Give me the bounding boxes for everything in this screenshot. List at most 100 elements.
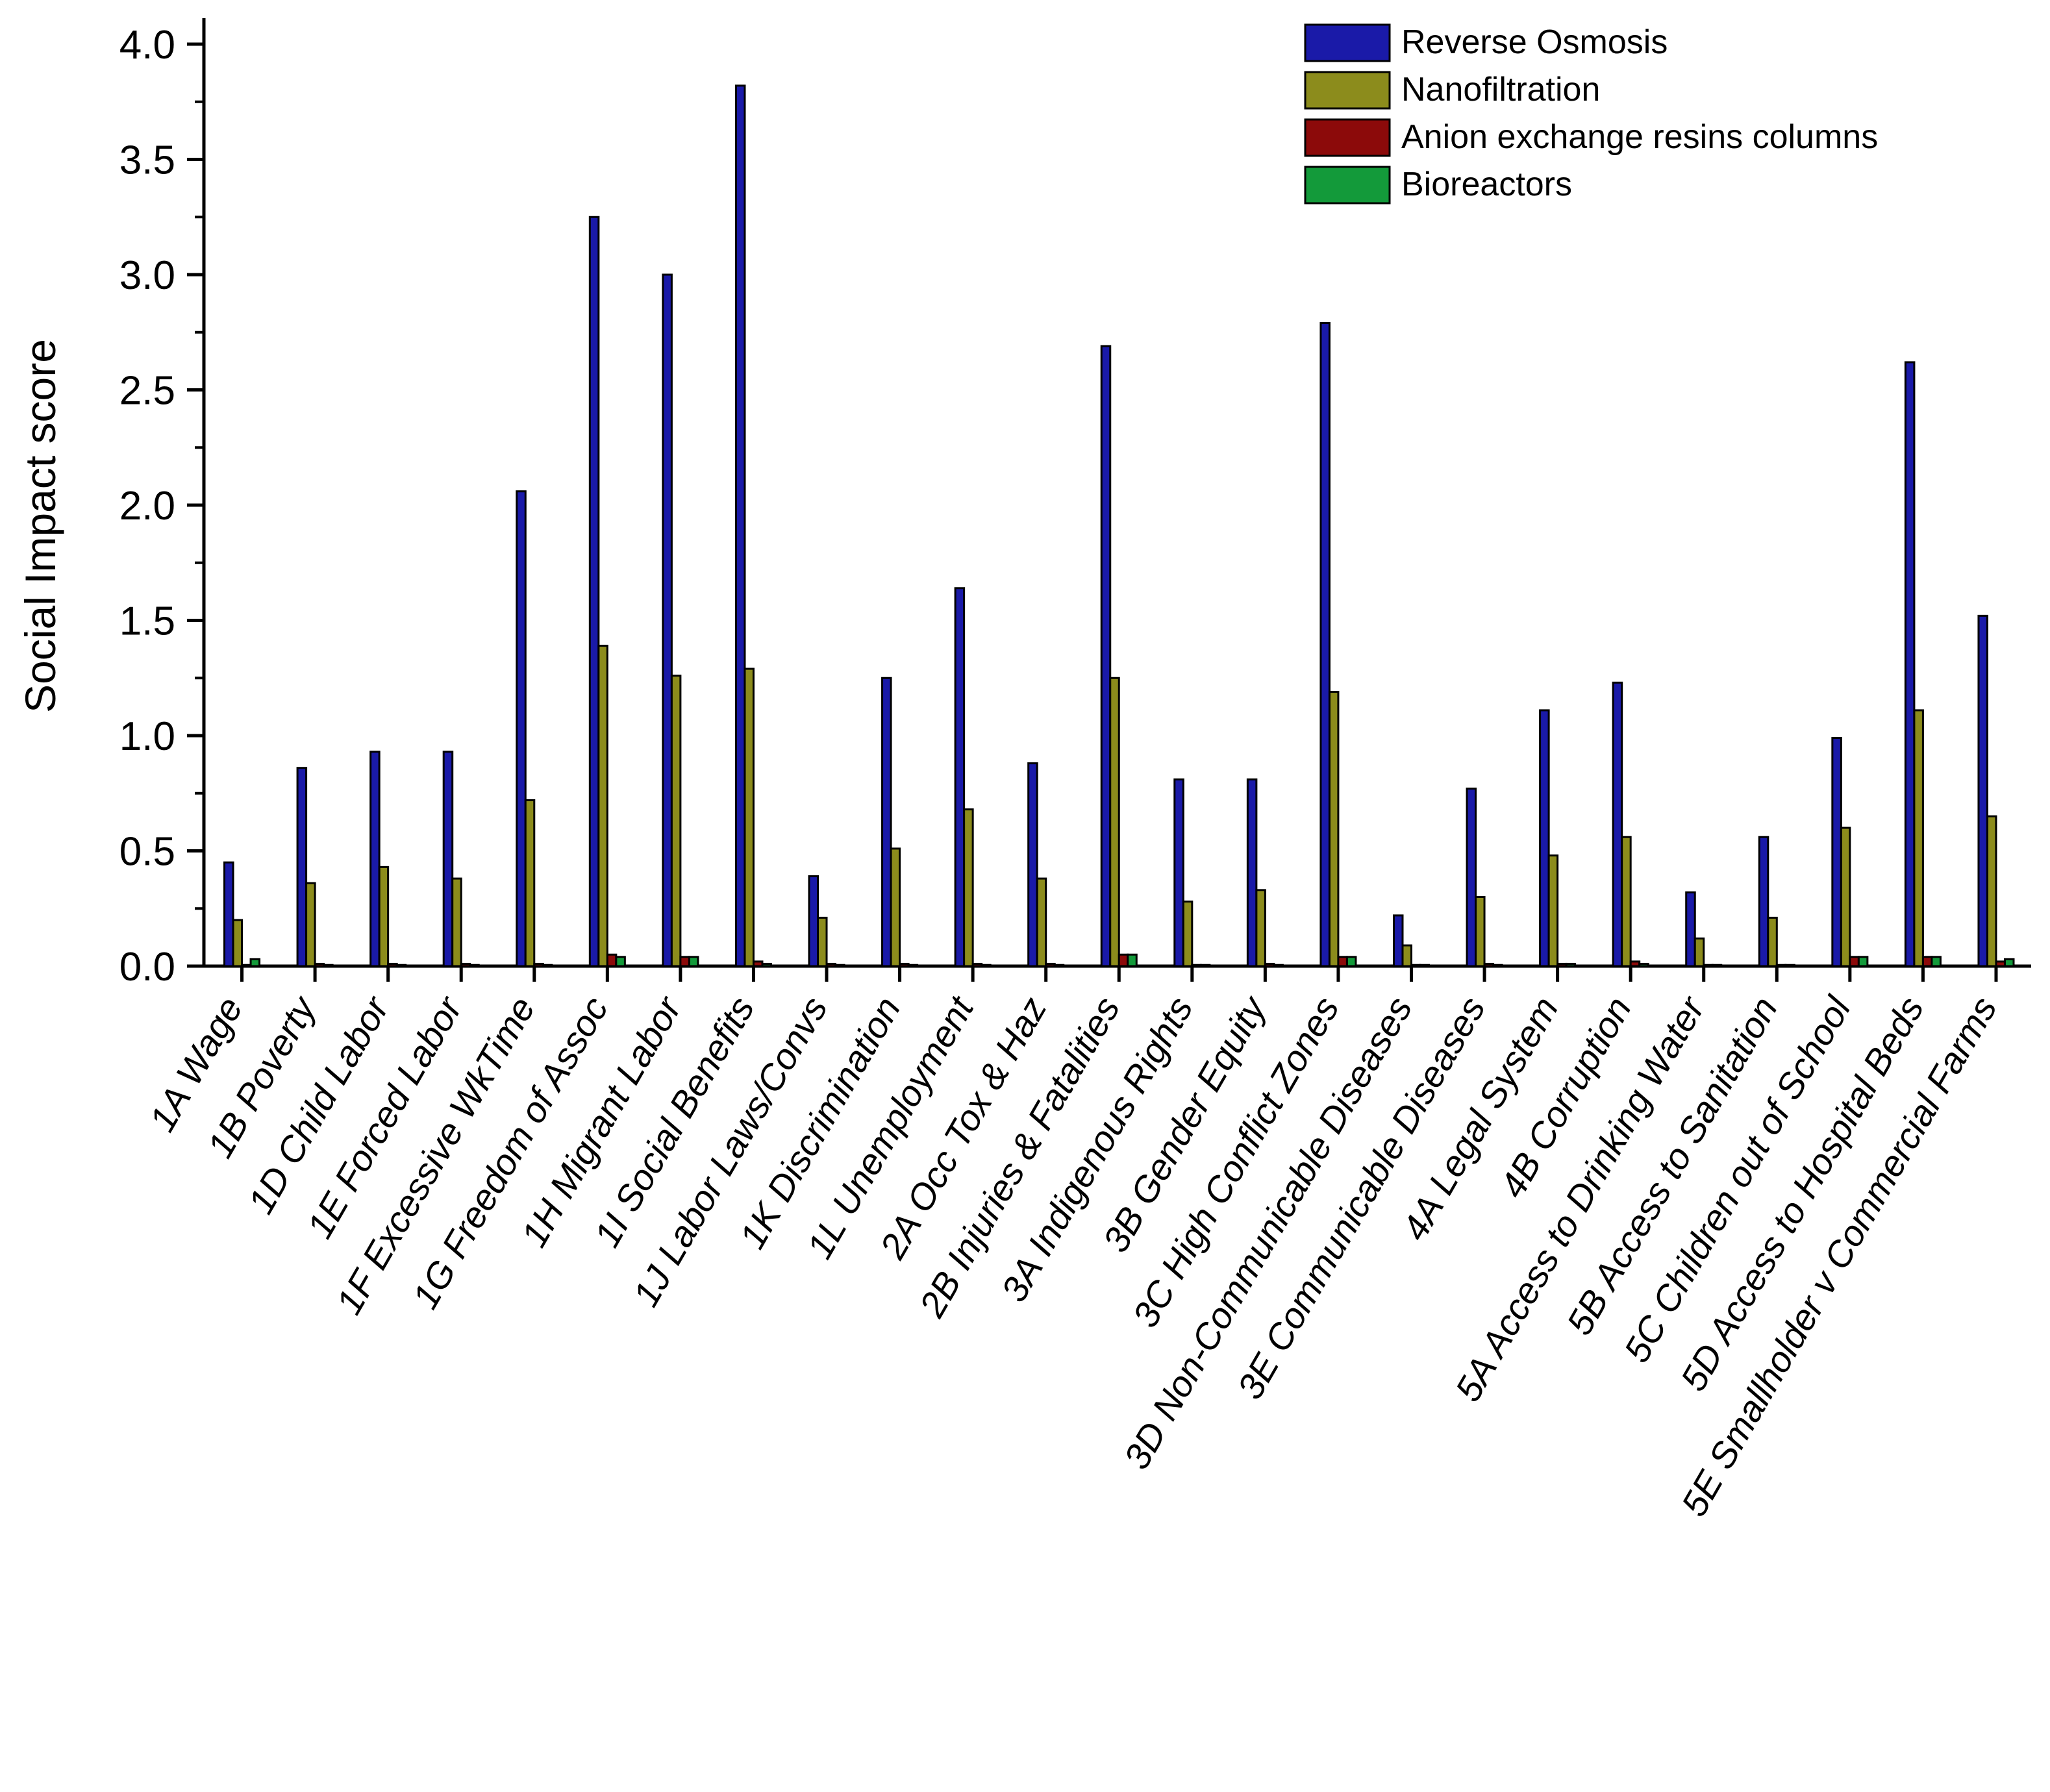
bar bbox=[1849, 956, 1860, 967]
bar bbox=[1255, 889, 1266, 967]
bar bbox=[1565, 962, 1577, 967]
bar bbox=[249, 958, 261, 967]
legend-label: Bioreactors bbox=[1401, 166, 1572, 203]
bar bbox=[533, 962, 544, 967]
bar bbox=[808, 875, 819, 967]
bar bbox=[662, 273, 673, 967]
y-tick-label: 0.5 bbox=[119, 830, 175, 875]
bar bbox=[1986, 815, 1997, 967]
bar bbox=[881, 677, 892, 967]
bar bbox=[1109, 677, 1120, 967]
bar bbox=[597, 645, 608, 967]
bar bbox=[1547, 854, 1559, 967]
bar bbox=[1419, 964, 1431, 967]
bar bbox=[1401, 944, 1412, 967]
bar bbox=[1492, 964, 1503, 967]
bar bbox=[1118, 953, 1129, 967]
y-axis-title: Social Impact score bbox=[16, 339, 64, 713]
bar bbox=[460, 962, 471, 967]
bar bbox=[734, 84, 746, 967]
bar bbox=[241, 964, 252, 967]
bar bbox=[1319, 322, 1331, 967]
bar bbox=[963, 808, 974, 967]
bar bbox=[516, 490, 527, 967]
bar bbox=[1995, 960, 2006, 967]
bar bbox=[679, 956, 690, 967]
bar bbox=[761, 962, 772, 967]
bar bbox=[588, 216, 600, 967]
bar bbox=[1831, 737, 1842, 967]
legend-label: Anion exchange resins columns bbox=[1401, 118, 1878, 156]
bar bbox=[615, 956, 626, 967]
bar bbox=[954, 587, 966, 967]
bar bbox=[899, 962, 910, 967]
y-tick-label: 3.5 bbox=[119, 138, 175, 183]
bar bbox=[606, 953, 618, 967]
bar bbox=[1246, 778, 1258, 967]
bar bbox=[1273, 964, 1284, 967]
bar bbox=[1199, 964, 1211, 967]
bar bbox=[1694, 937, 1705, 967]
legend-label: Nanofiltration bbox=[1401, 71, 1600, 108]
bar bbox=[834, 964, 845, 967]
y-tick-label: 2.5 bbox=[119, 369, 175, 414]
legend-swatch bbox=[1304, 23, 1391, 62]
bar bbox=[981, 964, 992, 967]
bar bbox=[1857, 956, 1869, 967]
y-tick-label: 1.0 bbox=[119, 714, 175, 759]
y-tick-label: 0.0 bbox=[119, 945, 175, 989]
legend-swatch bbox=[1304, 71, 1391, 110]
bar bbox=[442, 751, 454, 967]
bar bbox=[825, 962, 837, 967]
bar bbox=[223, 861, 234, 967]
bar bbox=[1685, 891, 1696, 967]
bar bbox=[1027, 762, 1038, 967]
bar bbox=[1191, 964, 1202, 967]
bar bbox=[1182, 901, 1194, 967]
bar bbox=[1127, 953, 1138, 967]
bar bbox=[387, 962, 398, 967]
bar bbox=[1638, 962, 1649, 967]
bar bbox=[369, 751, 381, 967]
bar bbox=[451, 877, 462, 967]
bar bbox=[752, 960, 764, 967]
bar bbox=[1921, 956, 1933, 967]
bar bbox=[1758, 836, 1769, 967]
y-tick-label: 4.0 bbox=[119, 23, 175, 68]
bar bbox=[1328, 691, 1340, 967]
bar bbox=[1784, 964, 1795, 967]
bar bbox=[1767, 916, 1778, 967]
bar bbox=[1466, 788, 1477, 967]
bar bbox=[1045, 962, 1056, 967]
bar bbox=[1483, 962, 1495, 967]
bar bbox=[1053, 964, 1065, 967]
bar bbox=[1100, 345, 1112, 967]
legend: Reverse Osmosis Nanofiltration Anion excha… bbox=[1304, 23, 1878, 205]
y-tick-label: 3.0 bbox=[119, 253, 175, 298]
bar bbox=[296, 767, 308, 967]
bar bbox=[907, 964, 919, 967]
bar bbox=[1475, 896, 1486, 967]
bar bbox=[1977, 614, 1988, 967]
bar bbox=[1173, 778, 1184, 967]
bar bbox=[1913, 709, 1924, 967]
bar bbox=[2003, 958, 2015, 967]
legend-swatch bbox=[1304, 118, 1391, 157]
bar bbox=[1345, 956, 1357, 967]
y-tick-label: 2.0 bbox=[119, 484, 175, 529]
bar bbox=[817, 916, 828, 967]
bar bbox=[1711, 964, 1723, 967]
bar bbox=[1556, 962, 1568, 967]
bar bbox=[1840, 827, 1851, 967]
bar bbox=[524, 799, 536, 967]
bar bbox=[395, 964, 407, 967]
bar bbox=[305, 882, 316, 967]
bar bbox=[469, 964, 480, 967]
bar bbox=[890, 847, 901, 967]
legend-label: Reverse Osmosis bbox=[1401, 23, 1668, 61]
bar bbox=[232, 919, 244, 967]
bar bbox=[744, 667, 755, 967]
bar bbox=[971, 962, 983, 967]
bar bbox=[1392, 914, 1404, 967]
